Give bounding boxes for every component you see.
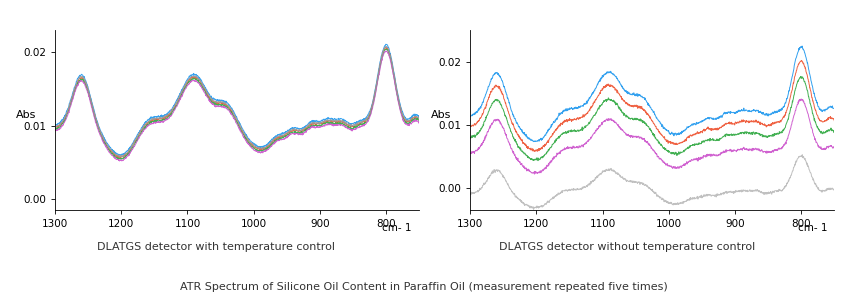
Y-axis label: Abs: Abs — [16, 110, 36, 120]
Text: cm- 1: cm- 1 — [798, 223, 827, 232]
Text: cm- 1: cm- 1 — [382, 223, 412, 232]
Y-axis label: Abs: Abs — [431, 110, 451, 120]
Text: DLATGS detector without temperature control: DLATGS detector without temperature cont… — [499, 242, 755, 251]
Text: ATR Spectrum of Silicone Oil Content in Paraffin Oil (measurement repeated five : ATR Spectrum of Silicone Oil Content in … — [180, 282, 667, 292]
Text: DLATGS detector with temperature control: DLATGS detector with temperature control — [97, 242, 335, 251]
